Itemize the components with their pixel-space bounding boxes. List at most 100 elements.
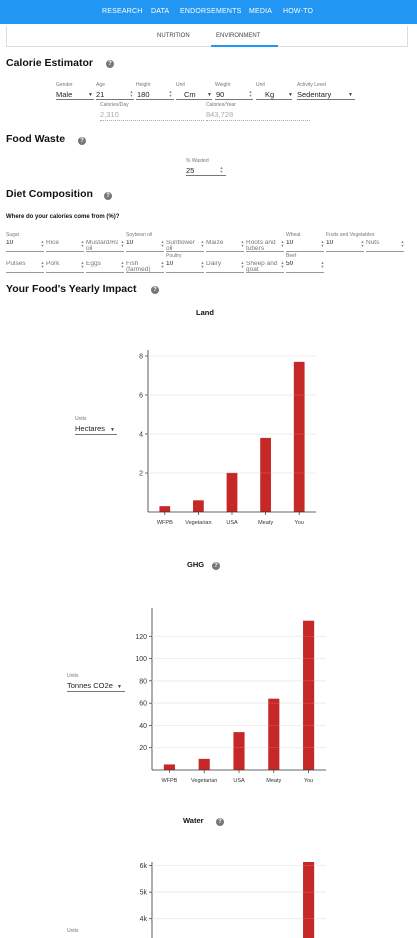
diet-field-input[interactable]: Fish (farmed): [126, 261, 151, 273]
stepper-icon[interactable]: ▲ ▼: [40, 260, 45, 269]
chevron-down-icon[interactable]: ▼: [117, 684, 122, 690]
nav-data[interactable]: DATA: [151, 8, 170, 15]
x-tick-label: WFPB: [157, 520, 173, 526]
bar-wfpb: [163, 764, 175, 770]
yearly-impact-heading: Your Food's Yearly Impact: [6, 283, 137, 295]
nav-how-to[interactable]: HOW-TO: [283, 8, 314, 15]
stepper-icon[interactable]: ▲ ▼: [320, 260, 325, 269]
help-icon[interactable]: ?: [216, 818, 224, 826]
ghg-units-underline: [67, 691, 125, 692]
stepper-icon[interactable]: ▲ ▼: [80, 260, 85, 269]
x-tick-label: USA: [233, 778, 245, 784]
diet-field-input[interactable]: Sheep and goat: [246, 261, 278, 273]
stepper-icon[interactable]: ▲ ▼: [200, 260, 205, 269]
diet-field-input[interactable]: Nuts: [366, 240, 380, 246]
calories-year-value: 843,728: [206, 110, 234, 119]
nav-media[interactable]: MEDIA: [249, 8, 273, 15]
x-tick-label: Vegetarian: [185, 520, 211, 526]
stepper-icon[interactable]: ▲ ▼: [120, 260, 125, 269]
nav-endorsements[interactable]: ENDORSEMENTS: [180, 8, 242, 15]
diet-field-label: Sugar: [6, 232, 20, 238]
diet-field-input[interactable]: 10: [166, 261, 174, 267]
diet-field-input[interactable]: Dairy: [206, 261, 222, 267]
stepper-icon[interactable]: ▲ ▼: [280, 260, 285, 269]
bar-you: [303, 620, 315, 770]
height-unit-select[interactable]: Cm: [184, 90, 196, 99]
age-underline: [96, 99, 134, 100]
wasted-stepper-icon[interactable]: ▲ ▼: [219, 165, 224, 174]
weight-stepper-icon[interactable]: ▲ ▼: [248, 89, 253, 98]
ghg-chart-title: GHG: [187, 560, 205, 569]
diet-field-input[interactable]: 10: [126, 240, 134, 246]
diet-question: Where do your calories come from (%)?: [6, 214, 120, 220]
bar-usa: [226, 473, 238, 512]
chevron-down-icon[interactable]: ▼: [207, 92, 212, 98]
x-tick-label: WFPB: [161, 778, 177, 784]
height-label: Height: [136, 82, 151, 88]
diet-field-underline: [326, 251, 364, 252]
stepper-icon[interactable]: ▲ ▼: [80, 239, 85, 248]
diet-field-input[interactable]: 50: [286, 261, 294, 267]
stepper-icon[interactable]: ▲ ▼: [120, 239, 125, 248]
diet-field-input[interactable]: Maize: [206, 240, 224, 246]
food-waste-heading: Food Waste: [6, 133, 66, 145]
weight-unit-select[interactable]: Kg: [265, 90, 275, 99]
diet-field-input[interactable]: Pulses: [6, 261, 26, 267]
stepper-icon[interactable]: ▲ ▼: [40, 239, 45, 248]
stepper-icon[interactable]: ▲ ▼: [160, 260, 165, 269]
x-tick-label: You: [304, 778, 313, 784]
diet-field-input[interactable]: 10: [6, 240, 14, 246]
diet-field-input[interactable]: 10: [326, 240, 334, 246]
land-units-underline: [75, 434, 117, 435]
height-stepper-icon[interactable]: ▲ ▼: [168, 89, 173, 98]
diet-field-input[interactable]: Sunflower oil: [166, 240, 195, 252]
diet-field-underline: [286, 272, 324, 273]
nav-research[interactable]: RESEARCH: [102, 8, 143, 15]
land-units-label: Units: [75, 416, 87, 422]
help-icon[interactable]: ?: [104, 192, 112, 200]
gender-label: Gender: [56, 82, 73, 88]
diet-field-underline: [46, 272, 84, 273]
stepper-icon[interactable]: ▲ ▼: [280, 239, 285, 248]
activity-level-select[interactable]: Sedentary: [297, 90, 332, 99]
stepper-icon[interactable]: ▲ ▼: [320, 239, 325, 248]
diet-field-input[interactable]: Mustard/Rapeseed oil: [86, 240, 118, 252]
height-input[interactable]: 180: [137, 90, 150, 99]
y-tick-label: 6k: [140, 863, 148, 870]
help-icon[interactable]: ?: [78, 137, 86, 145]
stepper-icon[interactable]: ▲ ▼: [240, 239, 245, 248]
age-stepper-icon[interactable]: ▲ ▼: [129, 89, 134, 98]
chevron-down-icon[interactable]: ▼: [88, 92, 93, 98]
stepper-icon[interactable]: ▲ ▼: [200, 239, 205, 248]
diet-field-input[interactable]: Roots and tubers: [246, 240, 276, 252]
diet-field-input[interactable]: Eggs: [86, 261, 101, 267]
x-tick-label: You: [295, 520, 304, 526]
land-units-select[interactable]: Hectares: [75, 424, 106, 433]
tab-nutrition[interactable]: NUTRITION: [157, 33, 190, 39]
stepper-icon[interactable]: ▲ ▼: [160, 239, 165, 248]
stepper-icon[interactable]: ▲ ▼: [360, 239, 365, 248]
chevron-down-icon[interactable]: ▼: [348, 92, 353, 98]
help-icon[interactable]: ?: [151, 286, 159, 294]
wasted-input[interactable]: 25: [186, 166, 195, 175]
diet-field-input[interactable]: 10: [286, 240, 294, 246]
diet-field-underline: [286, 251, 324, 252]
diet-field-input[interactable]: Pork: [46, 261, 60, 267]
weight-input[interactable]: 90: [216, 90, 225, 99]
gender-select[interactable]: Male: [56, 90, 73, 99]
stepper-icon[interactable]: ▲ ▼: [400, 239, 405, 248]
help-icon[interactable]: ?: [106, 60, 114, 68]
help-icon[interactable]: ?: [212, 562, 220, 570]
chevron-down-icon[interactable]: ▼: [110, 427, 115, 433]
diet-field-input[interactable]: Rice: [46, 240, 60, 246]
age-input[interactable]: 21: [96, 90, 105, 99]
bar-meaty: [268, 698, 280, 770]
tab-environment[interactable]: ENVIRONMENT: [216, 33, 261, 39]
age-label: Age: [96, 82, 105, 88]
chevron-down-icon[interactable]: ▼: [288, 92, 293, 98]
stepper-icon[interactable]: ▲ ▼: [240, 260, 245, 269]
ghg-units-select[interactable]: Tonnes CO2e: [67, 681, 113, 690]
x-tick-label: Meaty: [266, 778, 281, 784]
gender-underline: [56, 99, 94, 100]
diet-field-underline: [366, 251, 404, 252]
